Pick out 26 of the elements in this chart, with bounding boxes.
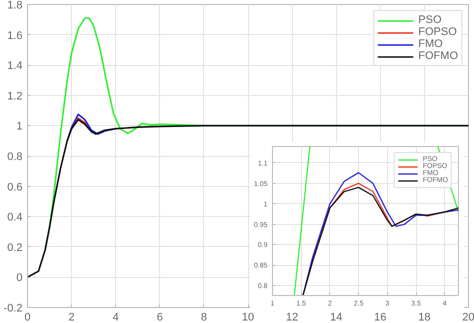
x-tick-label: 20	[462, 312, 474, 323]
x-tick-label: 0	[24, 312, 31, 323]
legend-label: FOPSO	[418, 26, 457, 38]
y-tick-label: 1.2	[7, 90, 23, 102]
x-tick-label: 6	[156, 312, 163, 323]
y-tick-label: 0.2	[7, 242, 23, 254]
legend-label: FMO	[418, 38, 443, 50]
legend-label: PSO	[418, 14, 442, 26]
y-tick-label: 1.6	[7, 30, 23, 42]
y-tick-label: 0.8	[7, 151, 23, 163]
y-tick-label: 0.4	[7, 212, 23, 224]
x-tick-label: 10	[242, 312, 254, 323]
y-tick-label: 1.8	[7, 0, 23, 12]
x-tick-label: 14	[330, 312, 342, 323]
x-tick-label: 16	[374, 312, 386, 323]
y-tick-label: 0.6	[7, 181, 23, 194]
x-tick-label: 8	[200, 312, 207, 323]
y-tick-label: 1.4	[7, 60, 23, 72]
legend-label: FOFMO	[418, 50, 458, 62]
x-tick-label: 2	[68, 312, 75, 323]
x-tick-label: 18	[418, 312, 431, 323]
x-tick-label: 12	[286, 312, 298, 323]
x-tick-label: 4	[112, 312, 119, 323]
y-tick-label: -0.2	[4, 302, 23, 314]
y-tick-label: 1	[16, 120, 23, 133]
y-tick-label: 0	[16, 272, 23, 284]
